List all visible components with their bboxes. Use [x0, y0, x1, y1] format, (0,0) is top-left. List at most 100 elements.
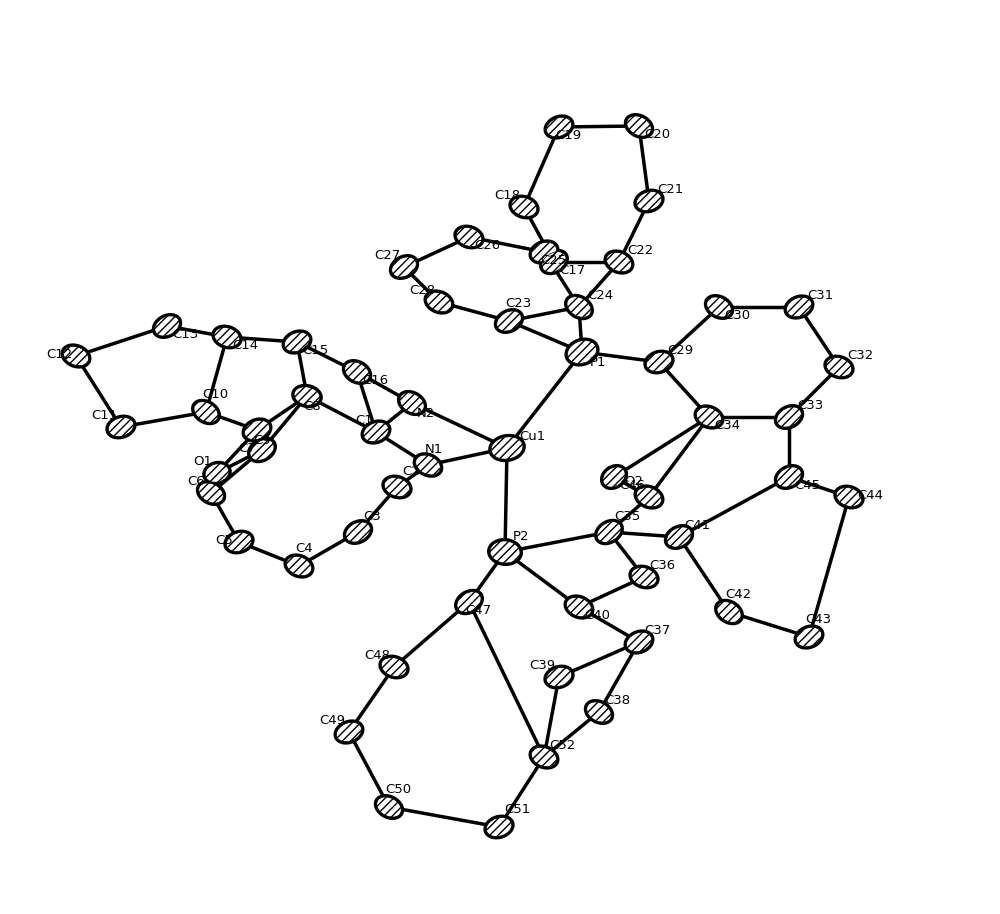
- Text: C24: C24: [587, 289, 613, 302]
- Text: C22: C22: [627, 244, 653, 257]
- Ellipse shape: [488, 434, 526, 462]
- Ellipse shape: [247, 437, 277, 463]
- Text: C8: C8: [303, 400, 321, 413]
- Ellipse shape: [392, 257, 416, 277]
- Ellipse shape: [205, 463, 229, 483]
- Ellipse shape: [539, 249, 569, 275]
- Text: C11: C11: [91, 409, 117, 422]
- Text: C32: C32: [847, 349, 873, 362]
- Ellipse shape: [667, 527, 691, 547]
- Text: C25: C25: [540, 254, 566, 267]
- Ellipse shape: [636, 487, 662, 506]
- Ellipse shape: [511, 197, 537, 217]
- Ellipse shape: [786, 297, 812, 316]
- Ellipse shape: [397, 390, 427, 416]
- Ellipse shape: [566, 598, 592, 617]
- Ellipse shape: [211, 324, 243, 349]
- Ellipse shape: [426, 292, 452, 312]
- Text: C45: C45: [794, 479, 820, 492]
- Ellipse shape: [836, 487, 862, 506]
- Ellipse shape: [606, 252, 632, 271]
- Ellipse shape: [528, 239, 560, 265]
- Ellipse shape: [714, 599, 744, 625]
- Text: C21: C21: [657, 183, 683, 196]
- Ellipse shape: [497, 311, 521, 331]
- Ellipse shape: [413, 452, 443, 478]
- Ellipse shape: [377, 797, 401, 817]
- Ellipse shape: [626, 632, 652, 652]
- Text: C44: C44: [857, 489, 883, 502]
- Ellipse shape: [636, 192, 662, 210]
- Text: C35: C35: [614, 510, 640, 523]
- Ellipse shape: [63, 346, 89, 366]
- Text: C27: C27: [374, 249, 400, 262]
- Ellipse shape: [491, 437, 523, 459]
- Text: C29: C29: [667, 344, 693, 357]
- Text: N2: N2: [417, 407, 435, 420]
- Ellipse shape: [214, 327, 240, 346]
- Ellipse shape: [454, 589, 484, 615]
- Ellipse shape: [564, 293, 594, 320]
- Ellipse shape: [284, 333, 310, 352]
- Ellipse shape: [826, 357, 852, 377]
- Text: C36: C36: [649, 559, 675, 572]
- Ellipse shape: [717, 601, 741, 622]
- Ellipse shape: [594, 519, 624, 546]
- Ellipse shape: [793, 624, 825, 650]
- Text: C18: C18: [494, 189, 520, 202]
- Ellipse shape: [584, 699, 614, 725]
- Ellipse shape: [624, 113, 654, 139]
- Text: C15: C15: [302, 344, 328, 357]
- Text: C52: C52: [549, 739, 575, 752]
- Ellipse shape: [336, 722, 362, 741]
- Ellipse shape: [244, 420, 270, 440]
- Ellipse shape: [291, 384, 323, 409]
- Ellipse shape: [191, 399, 221, 425]
- Ellipse shape: [381, 657, 407, 676]
- Text: C43: C43: [805, 613, 831, 626]
- Ellipse shape: [456, 228, 482, 247]
- Text: C3: C3: [363, 510, 381, 523]
- Ellipse shape: [199, 483, 223, 503]
- Ellipse shape: [508, 195, 540, 219]
- Ellipse shape: [707, 297, 731, 317]
- Ellipse shape: [631, 568, 657, 587]
- Text: C4: C4: [295, 542, 313, 555]
- Ellipse shape: [600, 464, 628, 490]
- Ellipse shape: [704, 294, 734, 320]
- Text: C40: C40: [584, 609, 610, 622]
- Ellipse shape: [528, 744, 560, 770]
- Ellipse shape: [60, 344, 92, 368]
- Ellipse shape: [643, 349, 675, 375]
- Ellipse shape: [564, 337, 600, 367]
- Ellipse shape: [796, 627, 822, 647]
- Ellipse shape: [194, 402, 218, 422]
- Text: C17: C17: [559, 264, 585, 277]
- Ellipse shape: [546, 667, 572, 686]
- Ellipse shape: [155, 316, 179, 336]
- Ellipse shape: [633, 188, 665, 214]
- Ellipse shape: [531, 242, 557, 261]
- Text: C37: C37: [644, 624, 670, 637]
- Text: C9: C9: [253, 434, 271, 447]
- Ellipse shape: [628, 565, 660, 590]
- Ellipse shape: [777, 467, 801, 487]
- Text: C1: C1: [355, 414, 373, 427]
- Text: P1: P1: [590, 356, 606, 369]
- Ellipse shape: [603, 467, 625, 487]
- Ellipse shape: [105, 415, 137, 440]
- Text: C6: C6: [187, 475, 205, 488]
- Ellipse shape: [345, 362, 369, 382]
- Ellipse shape: [423, 290, 455, 314]
- Text: N1: N1: [425, 443, 443, 456]
- Ellipse shape: [490, 541, 520, 563]
- Ellipse shape: [627, 116, 651, 136]
- Ellipse shape: [202, 461, 232, 485]
- Text: C19: C19: [555, 129, 581, 142]
- Ellipse shape: [196, 480, 226, 506]
- Ellipse shape: [108, 418, 134, 437]
- Text: C14: C14: [232, 339, 258, 352]
- Ellipse shape: [283, 553, 315, 579]
- Text: C46: C46: [619, 479, 645, 492]
- Ellipse shape: [646, 353, 672, 371]
